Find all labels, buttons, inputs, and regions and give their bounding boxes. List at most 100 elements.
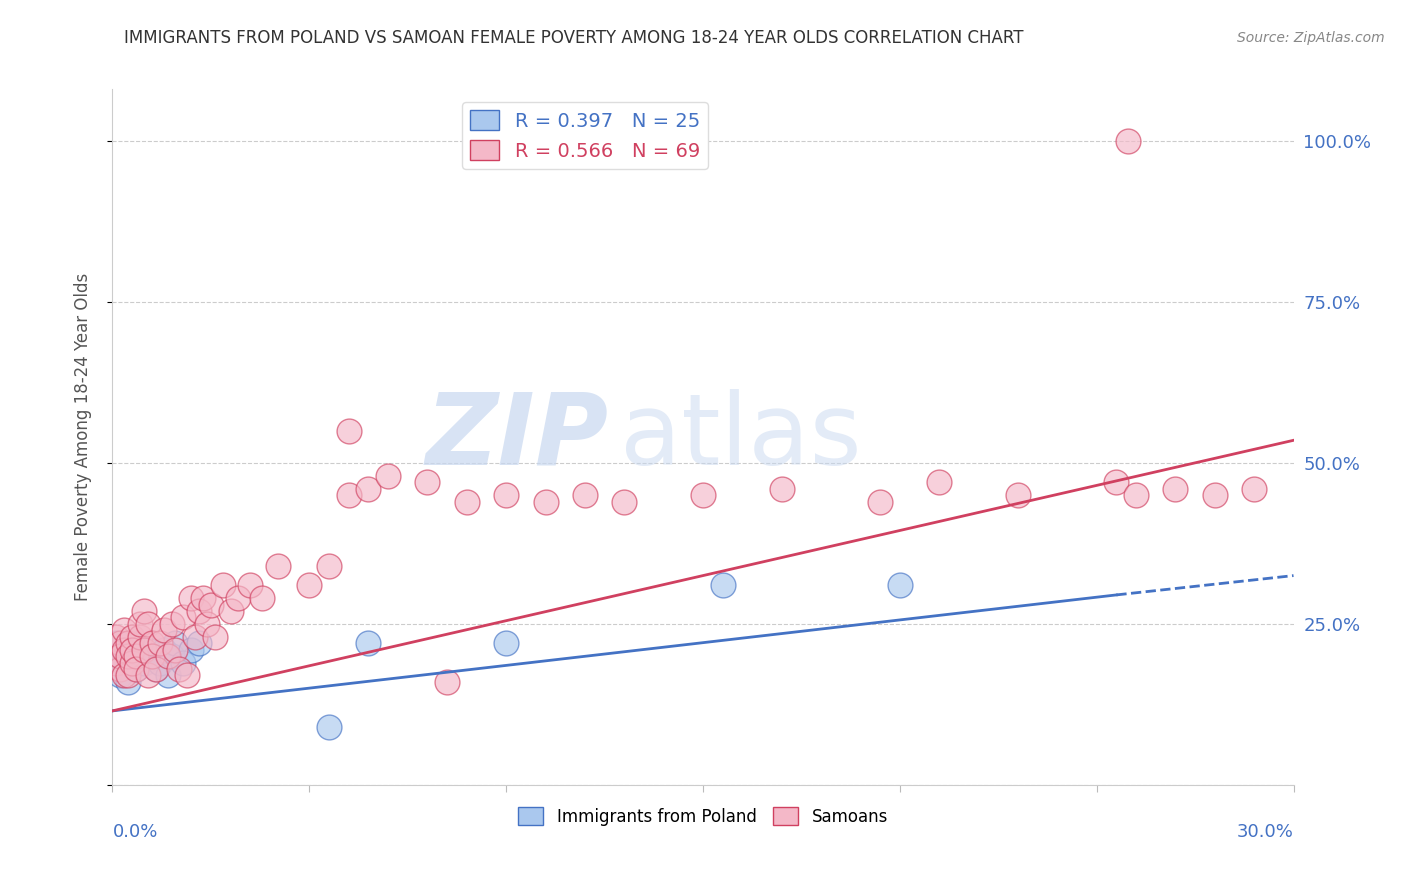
Point xyxy=(1243,482,1265,496)
Point xyxy=(141,649,163,664)
Point xyxy=(110,636,132,650)
Point xyxy=(145,662,167,676)
Y-axis label: Female Poverty Among 18-24 Year Olds: Female Poverty Among 18-24 Year Olds xyxy=(73,273,91,601)
Point xyxy=(117,674,139,689)
Point xyxy=(889,578,911,592)
Point xyxy=(1164,482,1187,496)
Point xyxy=(416,475,439,490)
Point xyxy=(141,649,163,664)
Point xyxy=(152,624,174,638)
Point xyxy=(436,674,458,689)
Point xyxy=(112,656,135,670)
Point xyxy=(574,488,596,502)
Point xyxy=(204,630,226,644)
Text: IMMIGRANTS FROM POLAND VS SAMOAN FEMALE POVERTY AMONG 18-24 YEAR OLDS CORRELATIO: IMMIGRANTS FROM POLAND VS SAMOAN FEMALE … xyxy=(124,29,1024,47)
Point xyxy=(191,591,214,606)
Point xyxy=(219,604,242,618)
Point xyxy=(110,662,132,676)
Point xyxy=(377,468,399,483)
Point xyxy=(250,591,273,606)
Text: atlas: atlas xyxy=(620,389,862,485)
Point xyxy=(869,494,891,508)
Point xyxy=(1204,488,1226,502)
Point xyxy=(105,630,128,644)
Point xyxy=(132,642,155,657)
Point xyxy=(711,578,734,592)
Point xyxy=(117,668,139,682)
Point xyxy=(200,598,222,612)
Point xyxy=(456,494,478,508)
Point xyxy=(318,558,340,573)
Point xyxy=(112,642,135,657)
Point xyxy=(165,636,187,650)
Point xyxy=(228,591,250,606)
Point xyxy=(613,494,636,508)
Point xyxy=(337,488,360,502)
Point xyxy=(165,642,187,657)
Point xyxy=(152,642,174,657)
Point xyxy=(117,636,139,650)
Point xyxy=(337,424,360,438)
Legend: Immigrants from Poland, Samoans: Immigrants from Poland, Samoans xyxy=(512,801,894,832)
Point xyxy=(188,636,211,650)
Point xyxy=(110,649,132,664)
Point xyxy=(1125,488,1147,502)
Point xyxy=(125,662,148,676)
Point xyxy=(534,494,557,508)
Point xyxy=(1007,488,1029,502)
Point xyxy=(141,636,163,650)
Point xyxy=(129,630,152,644)
Point xyxy=(121,630,143,644)
Point xyxy=(121,636,143,650)
Point xyxy=(180,591,202,606)
Point xyxy=(132,604,155,618)
Point xyxy=(160,616,183,631)
Point xyxy=(211,578,233,592)
Point xyxy=(770,482,793,496)
Point xyxy=(184,630,207,644)
Point xyxy=(105,656,128,670)
Point xyxy=(117,649,139,664)
Point xyxy=(110,668,132,682)
Point xyxy=(125,662,148,676)
Point xyxy=(239,578,262,592)
Point xyxy=(692,488,714,502)
Point xyxy=(136,642,159,657)
Point xyxy=(267,558,290,573)
Point xyxy=(318,720,340,734)
Point xyxy=(121,642,143,657)
Point xyxy=(156,668,179,682)
Text: Source: ZipAtlas.com: Source: ZipAtlas.com xyxy=(1237,31,1385,45)
Point xyxy=(160,649,183,664)
Text: 0.0%: 0.0% xyxy=(112,823,157,841)
Point xyxy=(172,656,194,670)
Point xyxy=(495,636,517,650)
Point xyxy=(495,488,517,502)
Text: 30.0%: 30.0% xyxy=(1237,823,1294,841)
Point xyxy=(357,482,380,496)
Point xyxy=(136,668,159,682)
Point xyxy=(121,656,143,670)
Point xyxy=(125,649,148,664)
Point xyxy=(928,475,950,490)
Point xyxy=(129,616,152,631)
Point xyxy=(129,649,152,664)
Point xyxy=(110,649,132,664)
Text: ZIP: ZIP xyxy=(426,389,609,485)
Point xyxy=(1105,475,1128,490)
Point xyxy=(298,578,321,592)
Point xyxy=(176,668,198,682)
Point xyxy=(132,656,155,670)
Point xyxy=(195,616,218,631)
Point xyxy=(357,636,380,650)
Point xyxy=(145,662,167,676)
Point xyxy=(149,636,172,650)
Point xyxy=(136,616,159,631)
Point xyxy=(112,624,135,638)
Point xyxy=(188,604,211,618)
Point xyxy=(1116,134,1139,148)
Point xyxy=(149,656,172,670)
Point xyxy=(172,610,194,624)
Point xyxy=(156,649,179,664)
Point xyxy=(169,662,191,676)
